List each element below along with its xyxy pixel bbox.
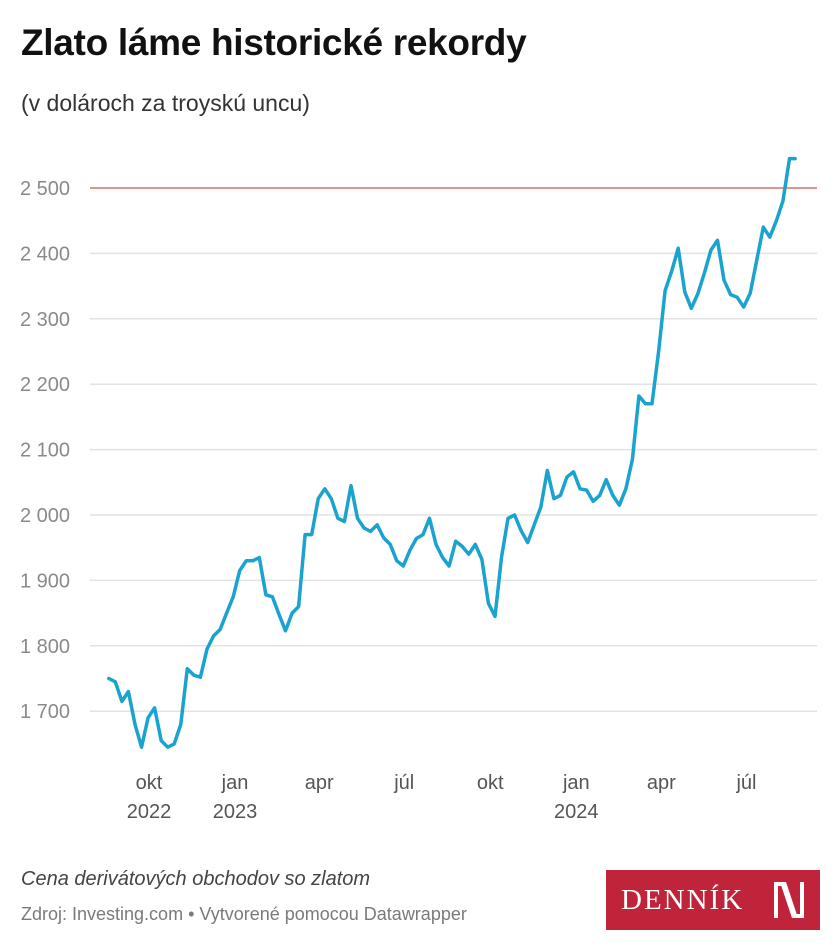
x-tick-label: apr [647,772,676,794]
y-tick-label: 1 900 [20,570,70,592]
chart-subtitle: (v dolároch za troyskú uncu) [21,90,310,116]
x-tick-label: jan [221,772,249,794]
x-tick-year-label: 2024 [554,801,599,823]
y-tick-label: 2 200 [20,374,70,396]
chart-title: Zlato láme historické rekordy [21,22,527,63]
x-tick-year-label: 2023 [213,801,258,823]
x-tick-label: okt [477,772,504,794]
x-tick-label: apr [305,772,334,794]
y-axis-labels: 1 700 1 800 1 900 2 000 2 100 2 200 2 300 2 400… [20,178,70,723]
y-tick-label: 1 800 [20,636,70,658]
x-tick-label: júl [735,772,756,794]
y-tick-label: 2 300 [20,309,70,331]
x-tick-year-label: 2022 [127,801,172,823]
x-tick-label: júl [393,772,414,794]
x-axis-labels: okt 2022 jan 2023 apr júl okt jan 2024 apr júl [127,772,757,823]
gold-price-chart: 1 700 1 800 1 900 2 000 2 100 2 200 2 300 2 400… [20,156,817,823]
y-tick-label: 2 000 [20,505,70,527]
y-tick-label: 2 100 [20,440,70,462]
y-tick-label: 2 400 [20,243,70,265]
x-tick-label: jan [562,772,590,794]
dennik-n-logo[interactable]: DENNÍK [606,870,820,930]
y-tick-label: 1 700 [20,701,70,723]
chart-source: Zdroj: Investing.com • Vytvorené pomocou… [21,904,467,924]
logo-n-icon [774,882,804,918]
gridlines [90,252,817,712]
chart-note: Cena derivátových obchodov so zlatom [21,868,371,890]
x-tick-label: okt [136,772,163,794]
y-tick-label: 2 500 [20,178,70,200]
gold-price-line [107,156,797,749]
logo-wordmark: DENNÍK [621,884,745,916]
